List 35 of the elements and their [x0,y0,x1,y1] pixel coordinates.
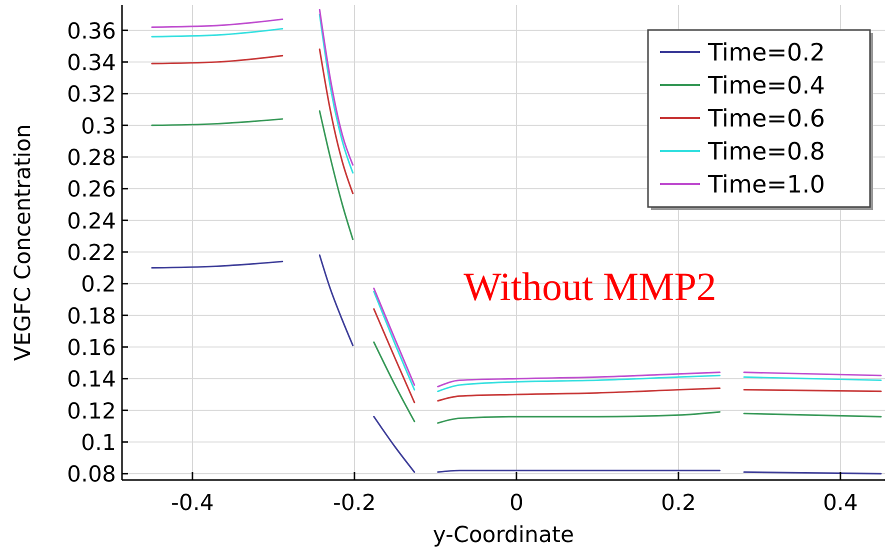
line-series [318,254,354,346]
annotation: Without MMP2 [464,264,716,309]
x-axis-title: y-Coordinate [432,523,574,548]
line-series [437,372,721,388]
y-tick-label: 0.22 [67,240,116,266]
x-tick-label: -0.4 [171,491,214,516]
y-tick-label: 0.36 [67,19,116,44]
legend-label: Time=0.8 [707,138,826,166]
y-tick-label: 0.28 [67,146,116,171]
y-tick-label: 0.2 [81,272,116,298]
y-tick-label: 0.14 [67,368,116,393]
x-tick-label: 0 [509,491,524,516]
y-tick-label: 0.18 [67,304,116,330]
y-tick-label: 0.08 [67,462,116,488]
line-series [437,374,721,392]
line-series [318,48,354,194]
y-tick-label: 0.3 [81,114,116,140]
legend-label: Time=0.2 [707,38,826,67]
legend-label: Time=1.0 [707,170,826,199]
x-tick-label: 0.4 [822,491,858,516]
line-series [318,110,354,240]
y-tick-label: 0.16 [67,336,116,361]
line-series [437,411,721,424]
x-tick-label: -0.2 [332,491,376,516]
legend-label: Time=0.4 [707,72,826,100]
y-axis-title: VEGFC Concentration [11,124,36,361]
y-tick-label: 0.24 [67,209,116,234]
y-tick-label: 0.1 [81,430,116,456]
y-tick-label: 0.26 [67,178,116,203]
y-tick-label: 0.34 [67,50,116,76]
y-tick-label: 0.12 [67,399,116,424]
y-tick-label: 0.32 [67,82,116,108]
line-series [437,387,721,402]
legend-label: Time=0.6 [707,104,826,133]
x-tick-label: 0.2 [660,491,696,516]
